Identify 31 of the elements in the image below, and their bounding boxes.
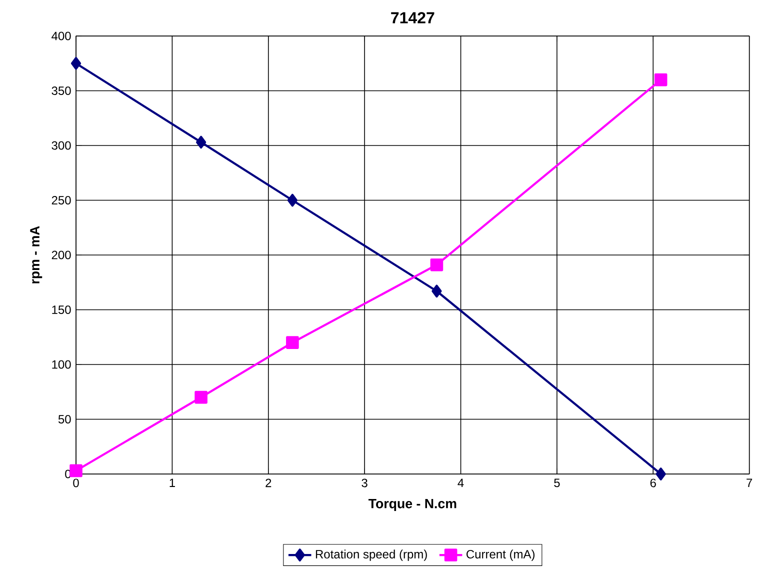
point	[287, 194, 298, 207]
point	[654, 73, 668, 86]
point	[430, 258, 444, 272]
legend-label: Rotation speed (rpm)	[316, 550, 427, 561]
point	[70, 56, 82, 70]
point	[656, 468, 666, 480]
point	[70, 464, 82, 478]
x-axis-title: Torque - N.cm	[368, 499, 456, 511]
y-tick-label: 350	[52, 86, 71, 95]
x-tick-label: 0	[73, 478, 79, 488]
point	[286, 336, 299, 349]
x-tick-label: 2	[266, 478, 272, 488]
legend-label: Current (mA)	[466, 550, 535, 561]
y-tick-label: 100	[52, 360, 71, 369]
chart-title: 71427	[391, 12, 434, 24]
y-tick-label: 50	[58, 414, 71, 424]
point	[194, 390, 208, 404]
y-axis-title: rpm - mA	[30, 226, 42, 284]
x-tick-label: 3	[362, 478, 368, 488]
y-tick-label: 200	[52, 250, 71, 260]
point	[432, 284, 442, 298]
x-tick-label: 5	[554, 478, 560, 488]
y-tick-label: 400	[52, 32, 71, 40]
y-tick-label: 300	[52, 141, 71, 150]
x-tick-label: 6	[650, 478, 656, 488]
x-tick-label: 7	[746, 478, 752, 487]
y-tick-label: 150	[52, 305, 71, 314]
y-tick-label: 250	[52, 196, 71, 204]
x-tick-label: 4	[458, 478, 464, 487]
x-tick-label: 1	[170, 478, 175, 487]
point	[196, 136, 206, 149]
